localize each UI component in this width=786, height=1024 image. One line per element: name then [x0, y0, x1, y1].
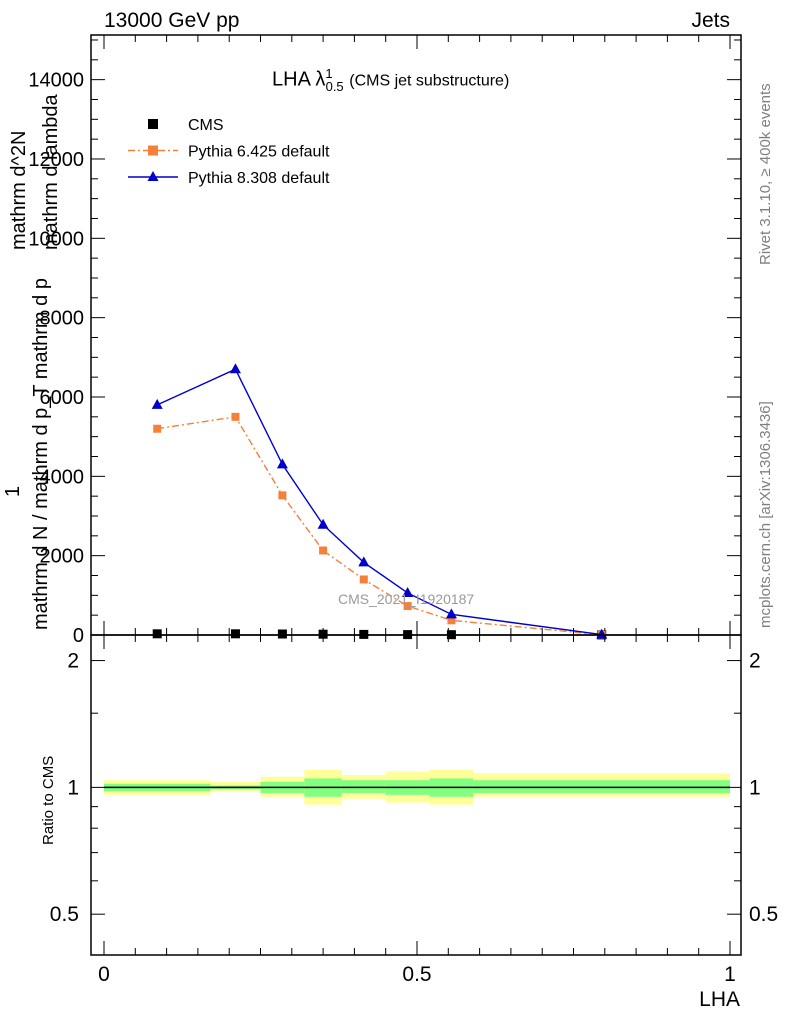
y-tick-label: 14000 [28, 70, 84, 92]
data-point [403, 602, 412, 611]
title-suffix: (CMS jet substructure) [349, 72, 510, 90]
y-tick-label: 10000 [28, 228, 84, 250]
y-tick-label: 2000 [40, 546, 85, 568]
x-tick-label: 1 [724, 963, 736, 986]
ratio-tick-label-right: 1 [749, 776, 761, 799]
mcplots-label: mcplots.cern.ch [arXiv:1306.3436] [757, 401, 774, 628]
legend-item: CMS [148, 117, 224, 134]
data-point [447, 616, 456, 625]
ratio-band-inner [341, 780, 386, 793]
data-point [277, 629, 287, 639]
y-axis-label-one: 1 [2, 485, 24, 497]
data-point [276, 458, 288, 469]
ratio-tick-label: 1 [67, 776, 79, 799]
ratio-panel: 0 0.5 1 0.5 0.5 1 1 2 2 [50, 634, 778, 986]
ratio-tick-label: 0.5 [50, 903, 79, 926]
y-tick-label: 8000 [40, 308, 85, 330]
legend-label: Pythia 8.308 default [188, 170, 330, 187]
data-point [230, 629, 240, 639]
y-tick-label: 4000 [40, 466, 85, 488]
data-point [317, 518, 329, 529]
data-point [231, 412, 240, 421]
y-tick-label: 12000 [28, 149, 84, 171]
x-axis-label: LHA [699, 988, 740, 1011]
ratio-tick-label-right: 0.5 [749, 903, 778, 926]
y-axis-label-top: mathrm d^2N [8, 130, 30, 250]
data-point [445, 608, 457, 619]
data-point [319, 546, 328, 555]
data-point [152, 629, 162, 639]
data-point [153, 424, 162, 433]
main-panel: 0 2000 4000 6000 8000 10000 12000 14000 CMS Pythi… [28, 34, 742, 647]
title-subscript: 0.5 [325, 78, 344, 94]
legend-label: CMS [188, 117, 224, 134]
ratio-frame [90, 634, 742, 956]
x-tick-label: 0 [98, 963, 110, 986]
data-point [318, 629, 328, 639]
x-tick-label: 0.5 [402, 963, 431, 986]
ratio-band-inner [473, 780, 730, 793]
data-point [358, 556, 370, 567]
series-line [157, 416, 602, 636]
ratio-tick-label-right: 2 [749, 650, 761, 673]
data-point [151, 398, 163, 409]
title-superscript: 1 [325, 66, 333, 81]
series-line [156, 368, 602, 636]
y-tick-label: 6000 [40, 387, 85, 409]
legend-marker [148, 145, 158, 156]
title-main: LHA λ [272, 68, 326, 91]
header-energy: 13000 GeV pp [104, 9, 240, 32]
legend-marker [147, 171, 159, 181]
y-tick-label: 0 [73, 625, 84, 647]
y-axis-label-denominator: mathrm d N / mathrm d p_T mathrm d p [30, 278, 52, 630]
analysis-watermark: CMS_2021_I1920187 [338, 591, 475, 607]
legend-item: Pythia 6.425 default [128, 144, 330, 161]
data-point [229, 363, 241, 374]
data-point [402, 586, 414, 597]
data-point [278, 491, 287, 500]
legend-label: Pythia 6.425 default [188, 144, 330, 161]
plot-title: LHA λ10.5 (CMS jet substructure) [272, 66, 509, 94]
rivet-version-label: Rivet 3.1.10, ≥ 400k events [757, 83, 774, 265]
y-axis-label-denominator-2: mathrm d lambda [40, 94, 62, 250]
header-category: Jets [691, 9, 730, 32]
data-point [359, 575, 368, 584]
legend-item: Pythia 8.308 default [128, 170, 330, 187]
ratio-tick-label: 2 [67, 650, 79, 673]
legend-marker [148, 119, 158, 129]
ratio-axis-label: Ratio to CMS [40, 755, 57, 845]
